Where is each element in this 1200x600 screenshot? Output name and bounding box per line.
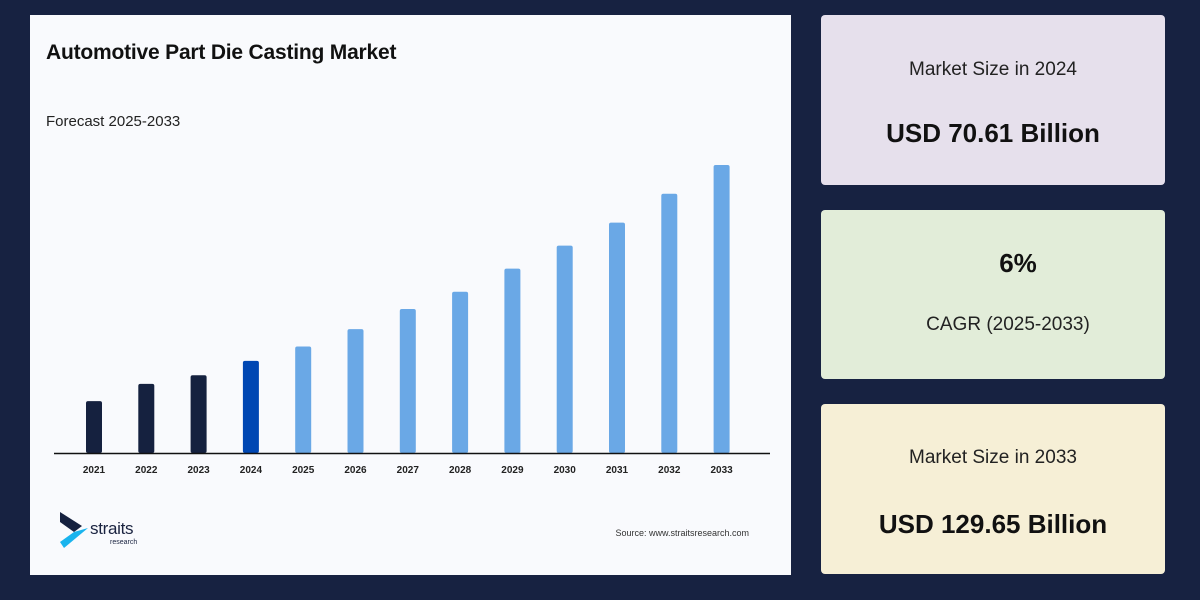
bar-chart: 2021 2022 2023 2024 2025 2026 2027 2028 2029 2030… [54,165,770,476]
x-tick-label: 2025 [292,465,315,476]
bar-2028 [452,291,469,453]
x-tick-label: 2027 [397,465,420,476]
x-tick-label: 2024 [240,465,263,476]
bar-2027 [399,309,416,453]
bar-2022 [138,383,155,453]
x-tick-label: 2033 [710,465,733,476]
x-tick-label: 2023 [187,465,210,476]
x-tick-label: 2026 [344,465,367,476]
bar-2021 [86,401,102,453]
market-size-2033-card: Market Size in 2033 USD 129.65 Billion [821,404,1165,574]
bar-2033 [713,165,730,453]
chart-panel: Automotive Part Die Casting Market Forec… [30,15,791,575]
chart-subtitle: Forecast 2025-2033 [46,113,181,130]
x-tick-label: 2029 [501,465,524,476]
source-link[interactable]: Source: www.straitsresearch.com [615,528,749,538]
straits-logo-icon [60,512,88,548]
card-label: CAGR (2025-2033) [926,314,1090,335]
card-label: Market Size in 2033 [909,447,1077,468]
bar-2030 [556,245,573,453]
x-tick-label: 2021 [83,465,106,476]
bar-2024 [242,360,259,453]
card-value: USD 70.61 Billion [886,118,1100,148]
chart-title: Automotive Part Die Casting Market [46,41,397,64]
cagr-card: 6% CAGR (2025-2033) [821,210,1165,379]
card-value: 6% [999,248,1037,278]
market-size-2024-card: Market Size in 2024 USD 70.61 Billion [821,15,1165,185]
logo-text: straits [90,519,134,538]
x-tick-label: 2031 [606,465,629,476]
bar-2032 [661,193,678,454]
x-tick-label: 2028 [449,465,472,476]
bar-2031 [609,222,625,453]
card-label: Market Size in 2024 [909,59,1077,80]
x-tick-label: 2022 [135,465,158,476]
x-tick-label: 2030 [554,465,577,476]
x-tick-label: 2032 [658,465,681,476]
bar-2025 [295,346,312,453]
card-value: USD 129.65 Billion [878,509,1108,539]
bar-2023 [190,375,207,453]
logo-subtext: research [110,539,138,546]
bar-2026 [347,329,364,453]
bar-2029 [504,268,521,453]
